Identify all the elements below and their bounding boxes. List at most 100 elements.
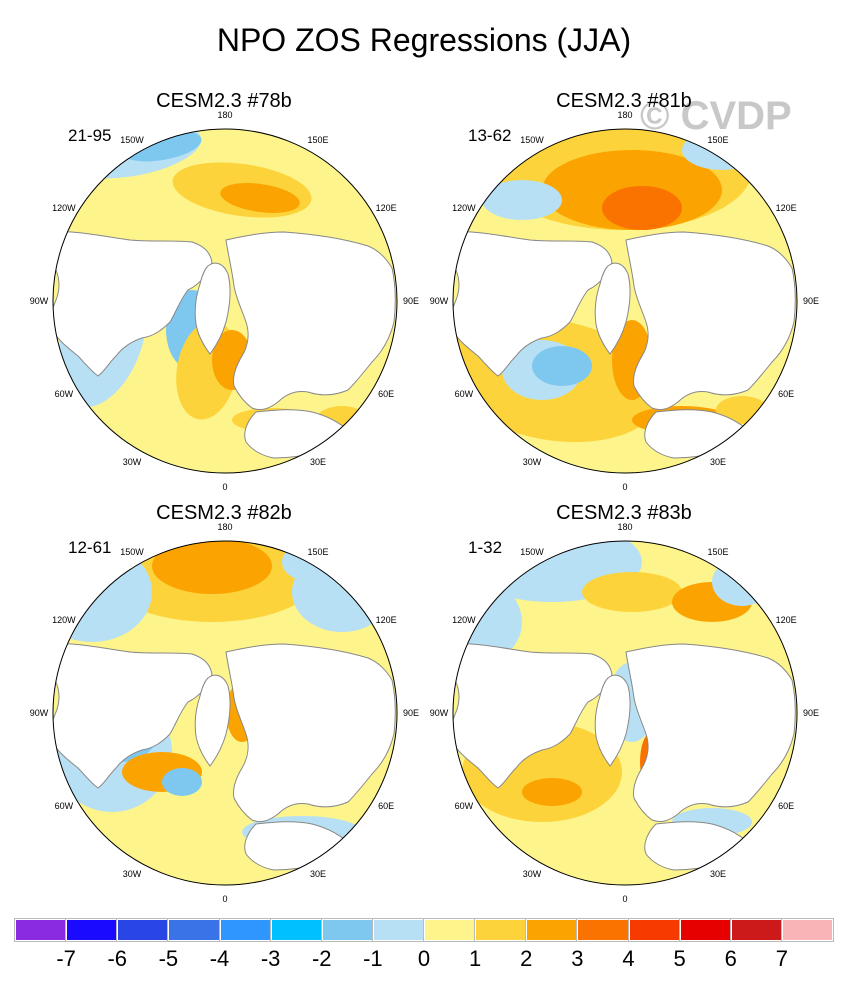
longitude-label: 60E (378, 389, 394, 399)
anomaly-region (522, 778, 582, 806)
colorbar-box (371, 918, 426, 942)
colorbar-label: 6 (724, 946, 737, 971)
map-panel-4: CESM2.3 #83b 1-32 180 150E 120E 90E 60E 30E 0 3… (412, 502, 836, 904)
anomaly-region (482, 180, 562, 220)
longitude-label: 60W (455, 389, 474, 399)
longitude-label: 60E (778, 389, 794, 399)
longitude-label: 90W (30, 708, 49, 718)
anomaly-region (712, 558, 772, 606)
anomaly-region (220, 183, 300, 213)
land-north-america (53, 643, 213, 789)
map-panel-2: CESM2.3 #81b 13-62 180 150E 120E 90E 60E 30E 0… (412, 90, 836, 492)
anomaly-region (582, 572, 682, 612)
land-greenland (594, 262, 631, 355)
longitude-label: 150E (307, 547, 328, 557)
colorbar-box (116, 918, 170, 942)
longitude-label: 0 (622, 894, 627, 904)
polar-map: 180 150E 120E 90E 60E 30E 0 30W 60W 90W 120W 150W (430, 522, 819, 904)
longitude-label: 120E (376, 615, 397, 625)
longitude-label: 180 (617, 522, 632, 532)
longitude-label: 30E (710, 457, 726, 467)
colorbar-label: 0 (417, 946, 431, 971)
longitude-label: 60W (55, 389, 74, 399)
panel-label: 21-95 (68, 126, 112, 145)
map-border (452, 540, 798, 886)
longitude-label: 120W (452, 203, 476, 213)
panel-label: 12-61 (68, 538, 112, 557)
land-eurasia (625, 231, 796, 411)
land-north-america (53, 231, 213, 377)
colorbar-box (167, 918, 221, 942)
panel-title: CESM2.3 #81b (556, 90, 692, 112)
longitude-label: 30W (523, 457, 542, 467)
longitude-label: 60W (455, 801, 474, 811)
longitude-label: 120E (376, 203, 397, 213)
longitude-label: 90E (403, 296, 419, 306)
longitude-label: 150W (520, 135, 544, 145)
colorbar-label: 2 (520, 946, 533, 971)
longitude-label: 150W (120, 547, 144, 557)
longitude-label: 150E (307, 135, 328, 145)
colorbar-labels: -7 -6 -5 -4 -3 -2 -1 0 1 2 3 4 5 6 7 (15, 946, 833, 976)
panel-title: CESM2.3 #83b (556, 502, 692, 524)
longitude-label: 90W (30, 296, 49, 306)
colorbar-label: -6 (107, 946, 128, 971)
longitude-label: 180 (217, 522, 232, 532)
longitude-label: 90E (403, 708, 419, 718)
panel-label: 13-62 (468, 126, 512, 145)
colorbar-box (422, 918, 477, 942)
longitude-label: 90E (803, 708, 819, 718)
longitude-label: 150E (707, 547, 728, 557)
polar-map: 180 150E 120E 90E 60E 30E 0 30W 60W 90W 120W 150W (30, 522, 419, 904)
land-north-america (453, 643, 613, 789)
longitude-label: 120W (52, 615, 76, 625)
longitude-label: 30W (523, 869, 542, 879)
colorbar-box (678, 918, 732, 942)
colorbar-label: 1 (469, 946, 482, 971)
colorbar-box (218, 918, 272, 942)
longitude-label: 90W (430, 296, 449, 306)
colorbar-box (525, 918, 579, 942)
anomaly-region (602, 186, 682, 230)
colorbar-label: -7 (56, 946, 76, 971)
longitude-label: 30E (310, 869, 326, 879)
colorbar-box (780, 918, 835, 942)
map-panel-3: CESM2.3 #82b 12-61 180 150E 120E 90E 60E 30E 0… (12, 502, 436, 904)
longitude-label: 150W (520, 547, 544, 557)
cvdp-watermark: © CVDP (640, 94, 792, 138)
longitude-label: 90E (803, 296, 819, 306)
colorbar-box (729, 918, 783, 942)
colorbar-label: 7 (775, 946, 788, 971)
longitude-label: 180 (617, 110, 632, 120)
colorbar (13, 918, 835, 943)
polar-map: 180 150E 120E 90E 60E 30E 0 30W 60W 90W 120W 150W (430, 110, 819, 492)
longitude-label: 120E (776, 615, 797, 625)
land-eurasia (225, 231, 396, 411)
longitude-label: 120W (52, 203, 76, 213)
land-greenland (194, 674, 231, 767)
colorbar-box (13, 918, 68, 942)
longitude-label: 30W (123, 869, 142, 879)
longitude-label: 90W (430, 708, 449, 718)
map-border (52, 128, 398, 474)
colorbar-label: -5 (158, 946, 179, 971)
panel-title: CESM2.3 #78b (156, 90, 292, 112)
anomaly-region (53, 542, 152, 642)
longitude-label: 120W (452, 615, 476, 625)
colorbar-label: -3 (260, 946, 281, 971)
longitude-label: 0 (222, 482, 227, 492)
panel-title: CESM2.3 #82b (156, 502, 292, 524)
colorbar-box (320, 918, 374, 942)
colorbar-box (576, 918, 630, 942)
land-north-america (453, 231, 613, 377)
colorbar-box (627, 918, 681, 942)
colorbar-label: 3 (571, 946, 584, 971)
land-greenland (194, 262, 231, 355)
map-panel-1: CESM2.3 #78b 21-95 180 150E 120E 90E 60E 30E 0… (12, 90, 436, 492)
polar-map: 180 150E 120E 90E 60E 30E 0 30W 60W 90W 120W 150W (30, 110, 419, 492)
colorbar-label: -2 (311, 946, 332, 971)
main-title: NPO ZOS Regressions (JJA) (216, 22, 632, 58)
anomaly-region (152, 541, 272, 594)
land-greenland (594, 674, 631, 767)
longitude-label: 60E (378, 801, 394, 811)
